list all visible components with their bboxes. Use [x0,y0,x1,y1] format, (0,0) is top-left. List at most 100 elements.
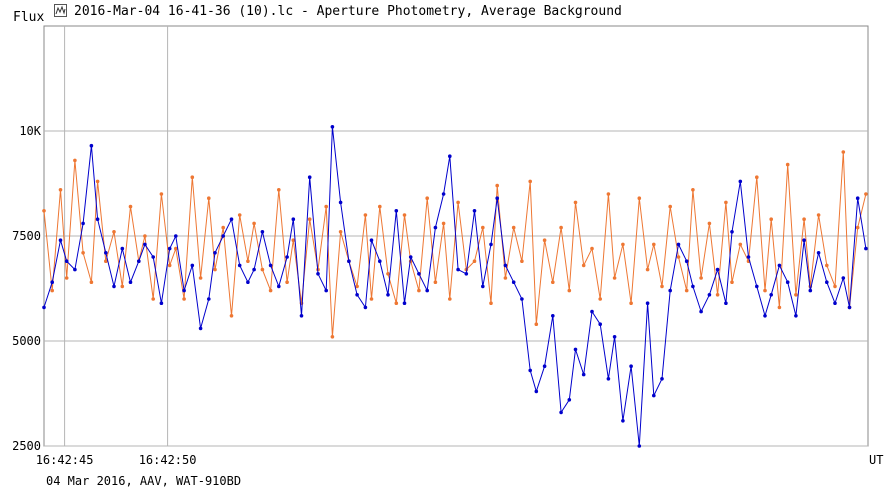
comparison-data-point [676,255,681,259]
comparison-data-point [825,263,829,268]
target-data-point [699,309,703,314]
comparison-data-point [794,293,798,297]
target-data-point [441,192,446,196]
target-data-point [174,234,178,238]
comparison-data-point [369,297,374,301]
comparison-data-point [277,188,281,192]
target-data-point [551,314,555,318]
comparison-data-point [833,284,837,289]
target-data-point [42,305,46,310]
comparison-data-point [612,276,617,280]
target-data-point [408,255,413,259]
target-data-point [89,143,94,148]
target-data-point [785,280,790,285]
target-data-point [50,280,54,285]
target-data-point [645,301,650,306]
comparison-data-point [590,246,594,251]
target-data-point [598,322,602,327]
target-series-line [43,126,867,447]
comparison-data-point [355,284,359,289]
comparison-data-point [551,280,555,285]
comparison-data-point [691,188,695,192]
comparison-data-point [707,221,712,226]
target-data-point [542,364,547,369]
target-data-point [715,267,720,272]
target-data-point [559,410,563,415]
comparison-data-point [645,267,650,272]
comparison-data-point [715,293,720,297]
target-data-point [629,364,633,369]
comparison-data-point [503,276,508,280]
comparison-data-point [50,288,54,293]
target-data-point [481,284,485,289]
target-data-point [769,293,773,297]
target-data-point [182,288,186,293]
comparison-data-point [198,276,203,280]
comparison-data-point [268,288,273,293]
comparison-data-point [246,259,250,264]
comparison-data-point [441,221,446,226]
comparison-data-point [841,150,846,154]
comparison-data-point [151,297,155,301]
target-data-point [777,263,782,268]
footer-info: 04 Mar 2016, AAV, WAT-910BD [46,474,242,488]
target-data-point [137,259,141,264]
comparison-data-point [448,297,452,301]
target-data-point [246,280,250,285]
target-data-point [534,389,539,394]
comparison-data-point [58,188,63,192]
target-data-point [802,238,806,242]
comparison-data-point [174,246,178,251]
target-data-point [151,255,155,259]
target-data-point [252,267,256,272]
target-data-point [207,297,211,301]
x-tick-label: 16:42:50 [139,453,197,467]
target-data-point [746,255,751,259]
comparison-data-point [660,284,664,289]
target-data-point [606,377,611,381]
comparison-data-point [378,204,382,209]
comparison-data-point [81,251,85,255]
comparison-data-point [221,225,225,230]
comparison-data-point [629,301,633,306]
comparison-data-point [699,276,703,280]
target-data-point [612,335,617,339]
comparison-data-point [598,297,602,301]
target-data-point [707,293,712,297]
target-data-point [73,267,77,272]
comparison-data-point [167,263,172,268]
comparison-data-point [190,175,195,179]
target-data-point [81,221,85,226]
target-data-point [316,272,320,276]
x-tick-label: 16:42:45 [36,453,94,467]
target-data-point [417,272,421,276]
x-axis-label: UT [869,453,883,467]
target-data-point [755,284,759,289]
comparison-data-point [229,314,234,318]
comparison-data-point [159,192,164,196]
target-data-point [472,209,477,213]
comparison-data-point [260,267,265,272]
comparison-data-point [128,204,133,209]
comparison-data-point [402,213,407,217]
comparison-data-point [802,217,806,221]
target-data-point [159,301,164,306]
comparison-data-point [637,196,642,200]
comparison-data-point [573,200,578,205]
y-axis-label: Flux [13,10,45,25]
target-data-point [386,293,390,297]
comparison-data-point [182,297,186,301]
comparison-data-point [285,280,289,285]
comparison-data-point [143,234,147,238]
target-data-point [433,225,438,230]
target-data-point [291,217,296,221]
comparison-data-point [112,230,116,234]
target-data-point [652,393,656,398]
comparison-data-point [668,204,672,209]
target-data-point [847,305,852,310]
title-bar: 2016-Mar-04 16-41-36 (10).lc - Aperture … [0,0,893,26]
target-data-point [825,280,829,285]
comparison-data-point [213,267,217,272]
target-data-point [495,196,500,200]
comparison-data-point [417,288,421,293]
